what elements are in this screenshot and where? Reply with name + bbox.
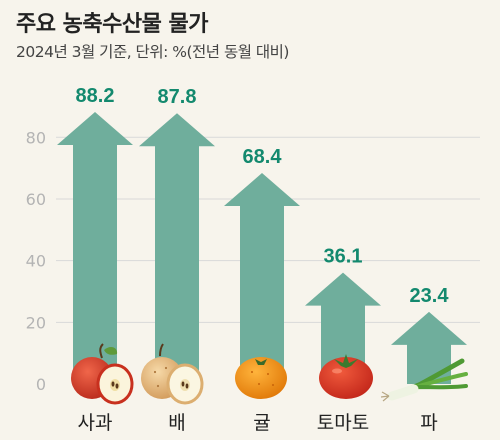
- category-label: 귤: [253, 412, 270, 434]
- green-onion-icon: [380, 358, 468, 402]
- value-label: 68.4: [243, 146, 283, 168]
- tangerine-icon: [235, 357, 287, 399]
- apple-icon: [71, 343, 134, 405]
- y-tick-label: 20: [26, 313, 46, 332]
- value-label: 23.4: [410, 285, 450, 307]
- category-label: 사과: [78, 412, 113, 434]
- pear-icon: [141, 343, 204, 405]
- arrow-bar: [139, 113, 215, 385]
- y-tick-label: 40: [26, 252, 46, 271]
- category-label: 배: [168, 412, 185, 434]
- y-tick-label: 60: [26, 190, 46, 209]
- arrow-bar: [57, 112, 133, 384]
- chart-title: 주요 농축수산물 물가: [16, 12, 208, 37]
- category-label: 토마토: [317, 412, 369, 434]
- arrow-bar: [391, 311, 467, 384]
- chart-subtitle: 2024년 3월 기준, 단위: %(전년 동월 대비): [16, 43, 289, 61]
- arrow-bar: [305, 272, 381, 384]
- y-tick-label: 80: [26, 128, 46, 147]
- value-label: 87.8: [158, 86, 197, 108]
- tomato-icon: [319, 354, 373, 399]
- y-tick-label: 0: [36, 375, 46, 394]
- arrow-bar: [224, 173, 300, 384]
- value-label: 36.1: [324, 246, 363, 268]
- value-label: 88.2: [76, 85, 115, 107]
- category-label: 파: [420, 412, 437, 434]
